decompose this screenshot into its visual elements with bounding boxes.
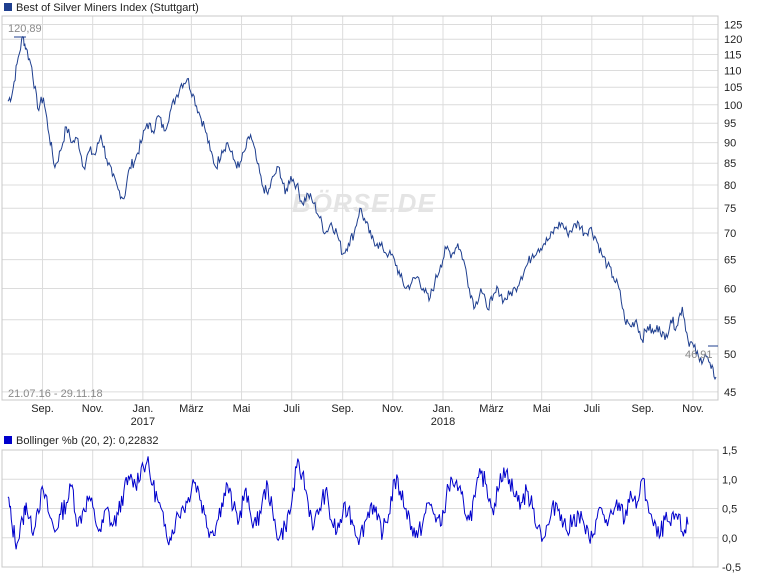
price-y-tick-label: 65 xyxy=(724,255,736,267)
bollinger-plot-frame xyxy=(1,449,719,568)
low-label: 46,91 xyxy=(685,349,713,361)
x-axis: Sep. Nov. Jan. März Mai Juli Sep. Nov. Jan. März M… xyxy=(31,403,704,428)
x-tick-label: Nov. xyxy=(682,403,704,415)
bollinger-y-tick-label: -0,5 xyxy=(722,562,741,574)
bollinger-panel: Bollinger %b (20, 2): 0,22832 -0,5 0,0 0,5… xyxy=(1,435,741,574)
bollinger-series-line xyxy=(7,456,689,550)
price-y-tick-label: 85 xyxy=(724,158,736,170)
x-tick-label: Sep. xyxy=(31,403,54,415)
x-tick-label: Mai xyxy=(233,403,251,415)
price-y-tick-label: 90 xyxy=(724,138,736,150)
price-y-axis: 45 50 55 60 65 70 75 80 85 90 95 100 105 110 115 120 125 xyxy=(724,20,742,399)
x-tick-label: Nov. xyxy=(382,403,404,415)
price-y-tick-label: 125 xyxy=(724,20,742,32)
x-tick-label: Jan. xyxy=(132,403,153,415)
x-tick-label: Sep. xyxy=(631,403,654,415)
price-legend-swatch xyxy=(4,3,12,11)
bollinger-grid xyxy=(2,449,718,568)
price-y-tick-label: 55 xyxy=(724,315,736,327)
x-tick-label: Nov. xyxy=(82,403,104,415)
date-range-label: 21.07.16 - 29.11.18 xyxy=(8,388,103,400)
high-label: 120,89 xyxy=(8,23,42,35)
bollinger-y-axis: -0,5 0,0 0,5 1,0 1,5 xyxy=(722,445,741,574)
price-y-tick-label: 110 xyxy=(724,65,742,77)
x-tick-label: Juli xyxy=(584,403,601,415)
price-y-tick-label: 80 xyxy=(724,180,736,192)
price-y-tick-label: 60 xyxy=(724,283,736,295)
price-grid xyxy=(2,16,718,400)
price-plot-frame xyxy=(1,15,719,401)
x-tick-label: Mai xyxy=(533,403,551,415)
price-y-tick-label: 50 xyxy=(724,349,736,361)
x-tick-label: Juli xyxy=(283,403,300,415)
bollinger-y-tick-label: 1,0 xyxy=(722,474,737,486)
x-year-label: 2018 xyxy=(431,416,455,428)
price-panel: Best of Silver Miners Index (Stuttgart) … xyxy=(1,2,742,428)
bollinger-legend-swatch xyxy=(4,436,12,444)
price-y-tick-label: 115 xyxy=(724,50,742,62)
bollinger-y-tick-label: 0,0 xyxy=(722,533,737,545)
price-y-tick-label: 95 xyxy=(724,118,736,130)
price-panel-title: Best of Silver Miners Index (Stuttgart) xyxy=(16,2,199,14)
x-tick-label: Sep. xyxy=(331,403,354,415)
bollinger-y-tick-label: 0,5 xyxy=(722,504,737,516)
price-y-tick-label: 100 xyxy=(724,100,742,112)
x-tick-label: März xyxy=(479,403,503,415)
x-tick-label: März xyxy=(179,403,203,415)
x-year-label: 2017 xyxy=(131,416,155,428)
bollinger-panel-title: Bollinger %b (20, 2): 0,22832 xyxy=(16,435,158,447)
price-y-tick-label: 70 xyxy=(724,228,736,240)
price-y-tick-label: 75 xyxy=(724,203,736,215)
bollinger-y-tick-label: 1,5 xyxy=(722,445,737,457)
price-y-tick-label: 120 xyxy=(724,34,742,46)
price-series-line xyxy=(7,35,717,381)
price-y-tick-label: 105 xyxy=(724,82,742,94)
x-tick-label: Jan. xyxy=(433,403,454,415)
price-y-tick-label: 45 xyxy=(724,387,736,399)
